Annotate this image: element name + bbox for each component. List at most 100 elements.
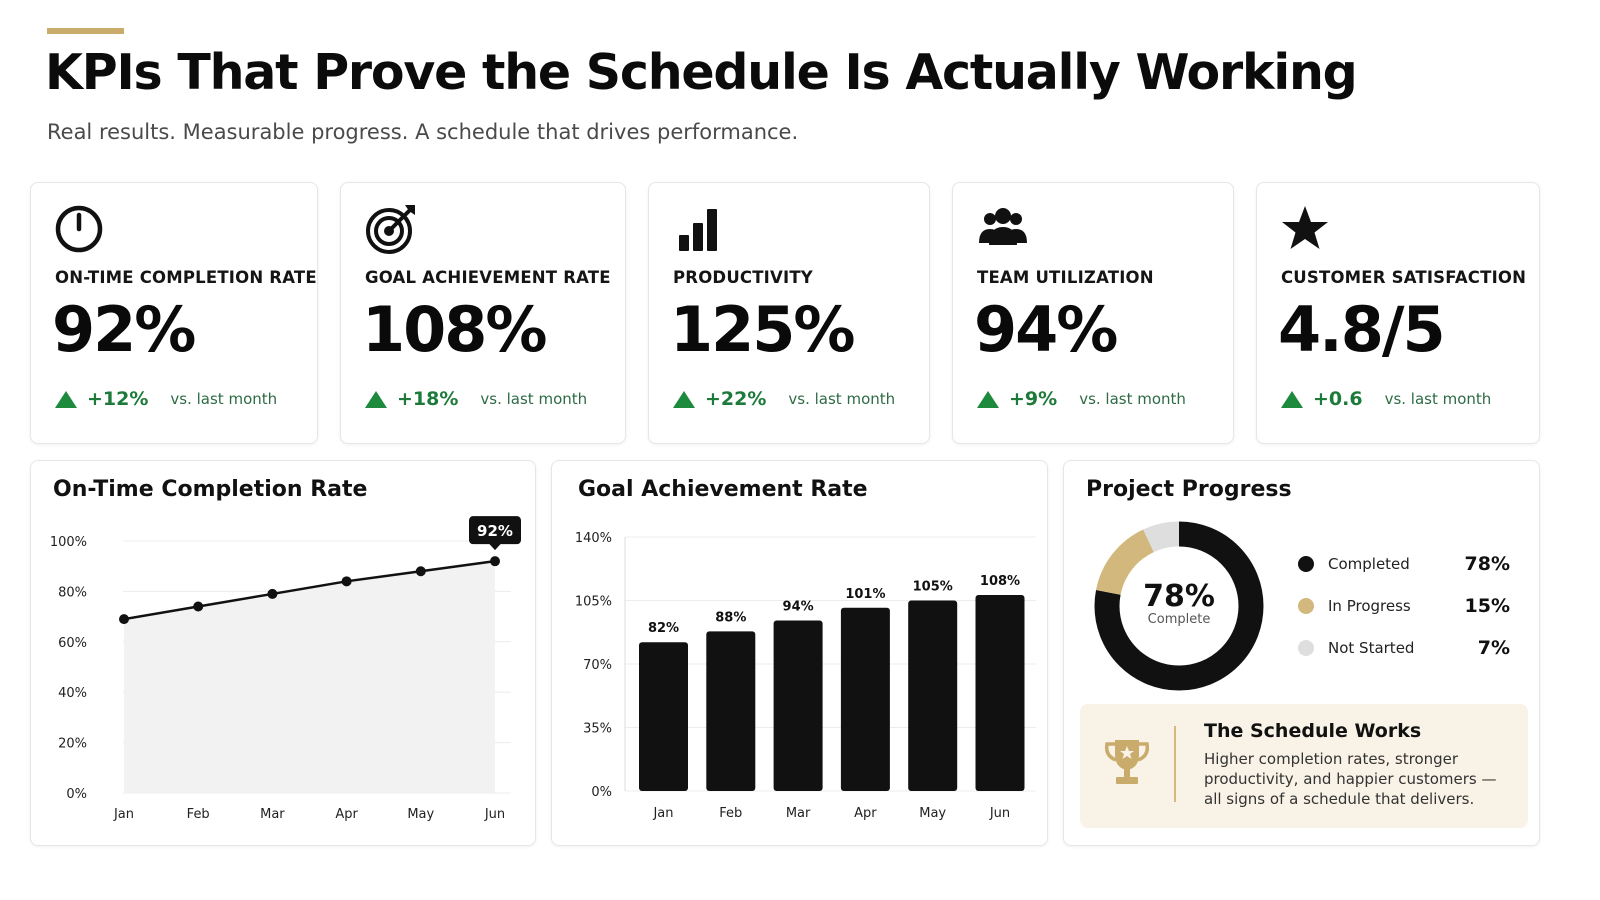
project-progress-title: Project Progress: [1086, 477, 1292, 502]
y-tick-label: 140%: [575, 531, 612, 546]
bar-value-label: 105%: [913, 580, 953, 595]
data-point: [267, 588, 278, 599]
x-tick-label: Feb: [719, 806, 742, 821]
value-tooltip: 92%: [469, 516, 521, 551]
schedule-works-callout: The Schedule Works Higher completion rat…: [1080, 704, 1528, 828]
y-tick-label: 0%: [66, 787, 87, 802]
legend-dot: [1298, 556, 1314, 572]
bar: [840, 607, 890, 791]
x-tick-label: May: [407, 807, 434, 822]
kpi-comparison: vs. last month: [1384, 390, 1492, 408]
legend-item-completed: Completed 78%: [1298, 543, 1510, 585]
tooltip-box: [469, 516, 521, 545]
trend-up-icon: [1281, 390, 1303, 408]
y-tick-label: 35%: [583, 722, 612, 737]
progress-donut-chart: [1094, 521, 1264, 691]
trend-up-icon: [365, 390, 387, 408]
x-tick-label: Jun: [989, 806, 1010, 821]
kpi-label: ON-TIME COMPLETION RATE: [55, 268, 317, 287]
bar-value-label: 108%: [980, 574, 1020, 589]
kpi-label: PRODUCTIVITY: [673, 268, 813, 287]
data-point: [490, 556, 500, 567]
data-point: [193, 601, 204, 612]
donut-center-value: 78%: [1143, 579, 1215, 614]
bar: [773, 620, 823, 791]
data-point: [415, 566, 426, 577]
project-progress-panel: Project Progress 78% Complete Completed …: [1063, 460, 1540, 846]
target-icon: [366, 205, 415, 254]
legend-value: 78%: [1464, 553, 1510, 575]
kpi-change: +22% vs. last month: [673, 388, 895, 410]
donut-center: 78% Complete: [1119, 579, 1239, 627]
kpi-card-team-utilization: TEAM UTILIZATION 94% +9% vs. last month: [952, 182, 1234, 444]
kpi-card-productivity: PRODUCTIVITY 125% +22% vs. last month: [648, 182, 930, 444]
kpi-value: 108%: [362, 293, 548, 366]
series-line: [123, 559, 496, 621]
data-point: [119, 614, 129, 625]
kpi-delta: +0.6: [1313, 388, 1363, 410]
kpi-card-on-time: ON-TIME COMPLETION RATE 92% +12% vs. las…: [30, 182, 318, 444]
legend-label: In Progress: [1328, 597, 1411, 615]
y-tick-label: 100%: [50, 535, 87, 550]
kpi-card-goal-achievement: GOAL ACHIEVEMENT RATE 108% +18% vs. last…: [340, 182, 626, 444]
kpi-comparison: vs. last month: [170, 390, 278, 408]
data-point: [341, 576, 352, 587]
kpi-change: +9% vs. last month: [977, 388, 1186, 410]
x-tick-label: May: [919, 806, 946, 821]
x-tick-label: Apr: [854, 806, 877, 821]
kpi-card-customer-satisfaction: CUSTOMER SATISFACTION 4.8/5 +0.6 vs. las…: [1256, 182, 1540, 444]
bar: [975, 595, 1025, 791]
bar: [706, 631, 756, 791]
bar: [908, 600, 958, 791]
callout-text: Higher completion rates, stronger produc…: [1204, 750, 1497, 808]
legend-dot: [1298, 598, 1314, 614]
kpi-delta: +18%: [397, 388, 459, 410]
kpi-change: +12% vs. last month: [55, 388, 277, 410]
kpi-value: 125%: [670, 293, 856, 366]
x-tick-label: Jan: [113, 807, 134, 822]
legend-dot: [1298, 640, 1314, 656]
team-icon: [979, 208, 1027, 245]
kpi-comparison: vs. last month: [788, 390, 896, 408]
area-fill: [124, 561, 495, 793]
kpi-change: +0.6 vs. last month: [1281, 388, 1491, 410]
completion-line-chart: 0% 20% 40% 60% 80% 100% Jan Feb Mar Apr May Jun 92%: [50, 516, 521, 822]
goal-bar-chart: 0% 35% 70% 105% 140% 82% Jan 88% Feb 94% Mar 101% Ap…: [575, 531, 1036, 821]
y-tick-label: 60%: [58, 636, 87, 651]
bar-chart-icon: [679, 209, 717, 251]
x-tick-label: Jun: [484, 807, 505, 822]
tooltip-pointer: [489, 543, 501, 551]
y-tick-label: 20%: [58, 737, 87, 752]
kpi-value: 4.8/5: [1278, 293, 1446, 366]
x-tick-label: Mar: [260, 807, 285, 822]
kpi-delta: +12%: [87, 388, 149, 410]
legend-item-not-started: Not Started 7%: [1298, 627, 1510, 669]
tooltip-label: 92%: [477, 522, 513, 540]
goal-chart-title: Goal Achievement Rate: [578, 477, 868, 502]
completion-chart-panel: On-Time Completion Rate 0% 20% 40% 60% 80% 10…: [30, 460, 536, 846]
y-tick-label: 40%: [58, 686, 87, 701]
trend-up-icon: [55, 390, 77, 408]
bar-value-label: 88%: [715, 610, 746, 625]
donut-center-label: Complete: [1147, 612, 1211, 627]
legend-value: 15%: [1464, 595, 1510, 617]
y-tick-label: 80%: [58, 585, 87, 600]
trend-up-icon: [977, 390, 999, 408]
kpi-change: +18% vs. last month: [365, 388, 587, 410]
kpi-label: GOAL ACHIEVEMENT RATE: [365, 268, 611, 287]
star-icon: [1282, 206, 1328, 249]
kpi-label: TEAM UTILIZATION: [977, 268, 1154, 287]
x-tick-label: Apr: [335, 807, 358, 822]
y-tick-label: 105%: [575, 595, 612, 610]
page-title: KPIs That Prove the Schedule Is Actually…: [45, 44, 1358, 101]
completion-chart-title: On-Time Completion Rate: [53, 477, 368, 502]
legend-label: Completed: [1328, 555, 1410, 573]
y-tick-label: 70%: [583, 658, 612, 673]
progress-legend: Completed 78% In Progress 15% Not Starte…: [1298, 543, 1510, 669]
title-accent-bar: [47, 28, 124, 34]
bar-value-label: 94%: [783, 599, 814, 614]
x-tick-label: Feb: [187, 807, 210, 822]
bar-value-label: 82%: [648, 621, 679, 636]
trophy-icon: [1104, 740, 1150, 784]
callout-title: The Schedule Works: [1204, 720, 1422, 742]
